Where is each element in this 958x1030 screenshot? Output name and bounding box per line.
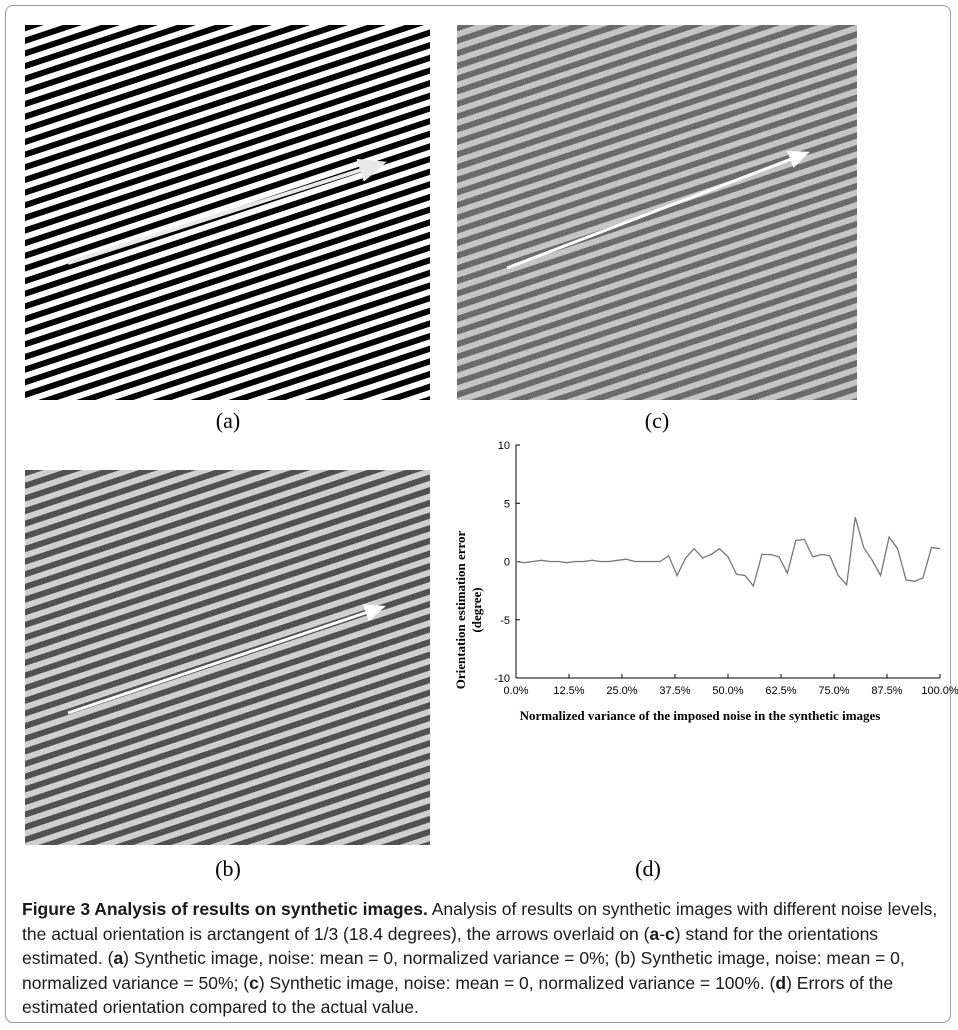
x-tick-label: 62.5%: [765, 685, 796, 697]
x-tick-label: 87.5%: [871, 685, 902, 697]
synthetic-image-c: [457, 25, 857, 400]
y-tick-label: 5: [504, 498, 510, 510]
x-tick-label: 12.5%: [553, 685, 584, 697]
x-tick-label: 75.0%: [818, 685, 849, 697]
x-tick-label: 0.0%: [503, 685, 528, 697]
x-tick-label: 100.0%: [921, 685, 958, 697]
y-tick-label: 10: [498, 440, 510, 452]
figure-caption: Figure 3 Analysis of results on syntheti…: [22, 899, 938, 1017]
caption-title: Figure 3 Analysis of results on syntheti…: [22, 899, 428, 919]
x-tick-label: 50.0%: [712, 685, 743, 697]
orientation-arrow-a: [67, 158, 387, 265]
x-tick-label: 37.5%: [659, 685, 690, 697]
y-tick-label: -10: [494, 673, 510, 685]
figure-frame: [5, 5, 951, 1023]
synthetic-image-b: [25, 470, 430, 845]
orientation-arrow-c: [506, 151, 810, 270]
y-axis-label-line-2: (degree): [469, 587, 484, 632]
synthetic-image-a: [25, 25, 430, 400]
chart-series: [515, 517, 941, 588]
panel-label-a: (a): [215, 408, 241, 433]
panel-label-b: (b): [215, 856, 241, 881]
y-tick-label: -5: [500, 615, 510, 627]
y-tick-label: 0: [504, 557, 510, 569]
panel-label-d: (d): [635, 856, 661, 881]
x-tick-label: 25.0%: [606, 685, 637, 697]
panel-label-c: (c): [644, 408, 670, 433]
orientation-arrow-b: [67, 604, 386, 715]
x-axis-label: Normalized variance of the imposed noise…: [520, 708, 881, 723]
series-line: [515, 517, 941, 588]
y-axis-label-line-1: Orientation estimation error: [453, 530, 468, 689]
